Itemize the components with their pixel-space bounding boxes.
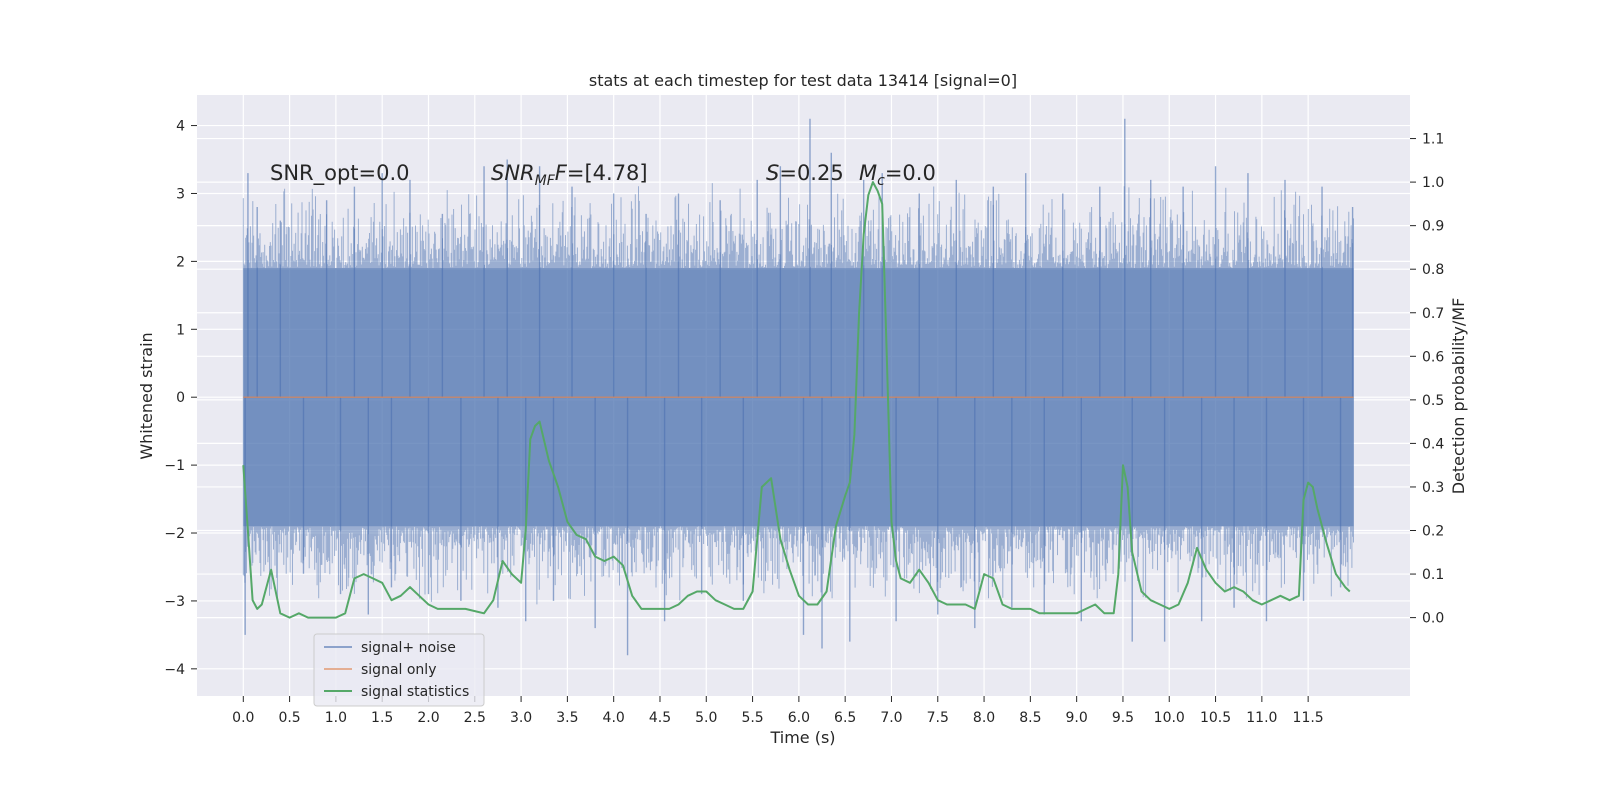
x-tick-label: 2.5 bbox=[464, 710, 486, 726]
right-y-tick-label: 0.4 bbox=[1422, 436, 1444, 452]
right-y-tick-label: 0.3 bbox=[1422, 480, 1444, 496]
annotation-s: S=0.25 bbox=[766, 161, 844, 185]
x-axis-ticks: 0.0 0.5 1.0 1.5 2.0 2.5 3.0 3.5 4.0 4.5 5.0 5.5 6.0 6… bbox=[232, 696, 1324, 726]
right-y-axis-ticks: 0.0 0.1 0.2 0.3 0.4 0.5 0.6 0.7 0.8 0.9 1.0 1.1 bbox=[1410, 132, 1444, 627]
x-tick-label: 10.5 bbox=[1200, 710, 1231, 726]
x-tick-label: 5.5 bbox=[741, 710, 763, 726]
left-y-axis-label: Whitened strain bbox=[137, 332, 156, 459]
x-tick-label: 3.5 bbox=[556, 710, 578, 726]
right-y-tick-label: 0.7 bbox=[1422, 306, 1444, 322]
x-tick-label: 11.0 bbox=[1246, 710, 1277, 726]
legend-label-signal: signal only bbox=[361, 662, 436, 678]
right-y-tick-label: 0.1 bbox=[1422, 567, 1444, 583]
left-y-tick-label: −1 bbox=[164, 458, 185, 474]
x-tick-label: 4.5 bbox=[649, 710, 671, 726]
x-tick-label: 2.0 bbox=[417, 710, 439, 726]
x-axis-label: Time (s) bbox=[769, 728, 835, 747]
right-y-tick-label: 1.0 bbox=[1422, 175, 1444, 191]
annotation-snr-opt: SNR_opt=0.0 bbox=[270, 161, 410, 186]
x-tick-label: 0.0 bbox=[232, 710, 254, 726]
left-y-tick-label: −4 bbox=[164, 662, 185, 678]
x-tick-label: 3.0 bbox=[510, 710, 532, 726]
right-y-tick-label: 0.2 bbox=[1422, 524, 1444, 540]
x-tick-label: 11.5 bbox=[1293, 710, 1324, 726]
x-tick-label: 10.0 bbox=[1154, 710, 1185, 726]
x-tick-label: 7.0 bbox=[880, 710, 902, 726]
left-y-tick-label: 0 bbox=[176, 390, 185, 406]
left-y-tick-label: 4 bbox=[176, 119, 185, 135]
chart-title: stats at each timestep for test data 134… bbox=[589, 71, 1017, 90]
left-y-tick-label: 1 bbox=[176, 322, 185, 338]
legend-box bbox=[313, 633, 485, 707]
left-y-axis-ticks: −4 −3 −2 −1 0 1 2 3 4 bbox=[164, 119, 197, 678]
noise-trace bbox=[242, 183, 1354, 605]
left-y-tick-label: −2 bbox=[164, 526, 185, 542]
x-tick-label: 6.0 bbox=[788, 710, 810, 726]
x-tick-label: 9.5 bbox=[1112, 710, 1134, 726]
right-y-tick-label: 0.5 bbox=[1422, 393, 1444, 409]
right-y-tick-label: 1.1 bbox=[1422, 132, 1444, 148]
x-tick-label: 9.0 bbox=[1066, 710, 1088, 726]
right-y-tick-label: 0.9 bbox=[1422, 219, 1444, 235]
x-tick-label: 0.5 bbox=[278, 710, 300, 726]
left-y-tick-label: 2 bbox=[176, 254, 185, 270]
left-y-tick-label: 3 bbox=[176, 186, 185, 202]
x-tick-label: 7.5 bbox=[927, 710, 949, 726]
x-tick-label: 8.0 bbox=[973, 710, 995, 726]
right-y-tick-label: 0.0 bbox=[1422, 611, 1444, 627]
right-y-tick-label: 0.6 bbox=[1422, 349, 1444, 365]
annotation-snr-mf: SNRMFF=[4.78] bbox=[491, 161, 648, 189]
legend-label-noise: signal+ noise bbox=[361, 640, 456, 656]
annotations: SNR_opt=0.0 SNRMFF=[4.78] S=0.25 Mc=0.0 bbox=[270, 161, 936, 189]
right-y-axis-label: Detection probability/MF bbox=[1449, 298, 1468, 495]
left-y-tick-label: −3 bbox=[164, 594, 185, 610]
x-tick-label: 1.5 bbox=[371, 710, 393, 726]
right-y-tick-label: 0.8 bbox=[1422, 262, 1444, 278]
legend: signal+ noise signal only signal statist… bbox=[313, 633, 485, 707]
x-tick-label: 1.0 bbox=[325, 710, 347, 726]
signal-statistics-line bbox=[242, 181, 1351, 619]
signal-statistics-series bbox=[242, 181, 1351, 619]
x-tick-label: 8.5 bbox=[1019, 710, 1041, 726]
x-tick-label: 5.0 bbox=[695, 710, 717, 726]
x-tick-label: 6.5 bbox=[834, 710, 856, 726]
annotation-mc: Mc=0.0 bbox=[859, 161, 936, 189]
x-tick-label: 4.0 bbox=[603, 710, 625, 726]
legend-label-stats: signal statistics bbox=[361, 684, 469, 700]
